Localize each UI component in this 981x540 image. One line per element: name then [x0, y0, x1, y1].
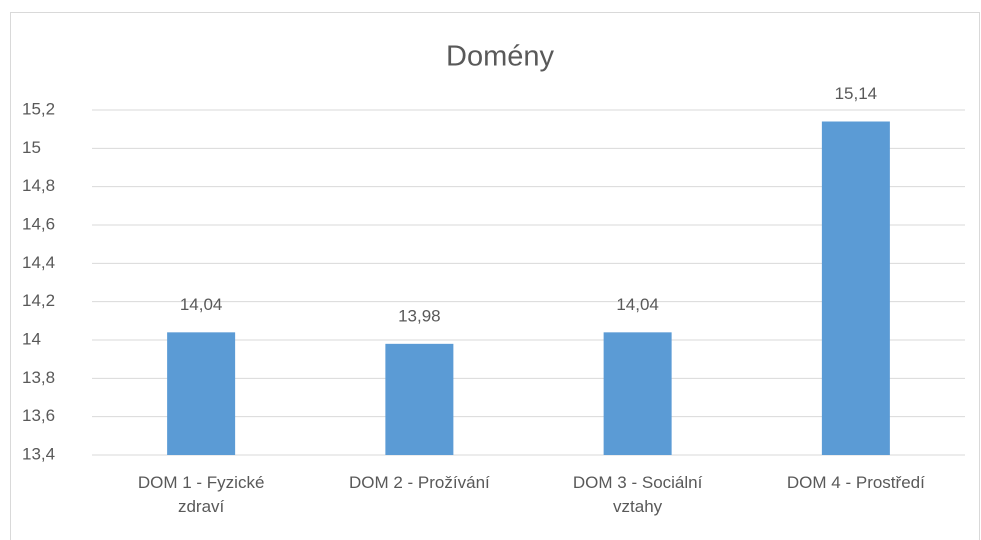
y-tick-label: 13,4	[22, 444, 55, 463]
data-label: 15,14	[835, 84, 878, 103]
y-tick-label: 15	[22, 138, 41, 157]
y-tick-label: 14	[22, 329, 41, 348]
chart-border	[10, 12, 980, 540]
x-tick-label: DOM 3 - Sociální vztahy	[572, 473, 703, 516]
data-label: 14,04	[180, 295, 223, 314]
data-label: 14,04	[616, 295, 659, 314]
y-tick-label: 14,8	[22, 176, 55, 195]
data-label: 13,98	[398, 306, 441, 325]
y-tick-label: 14,2	[22, 291, 55, 310]
y-tick-label: 14,6	[22, 214, 55, 233]
bar	[603, 332, 672, 455]
y-tick-label: 14,4	[22, 253, 55, 272]
y-tick-label: 15,2	[22, 99, 55, 118]
bar	[821, 121, 890, 455]
x-tick-label: DOM 1 - Fyzické zdraví	[137, 473, 265, 516]
y-tick-label: 13,8	[22, 368, 55, 387]
bar	[167, 332, 236, 455]
x-tick-label: DOM 4 - Prostředí	[786, 473, 925, 492]
chart-title: Domény	[446, 41, 554, 73]
y-tick-label: 13,6	[22, 406, 55, 425]
bar	[385, 343, 454, 455]
x-tick-label: DOM 2 - Prožívání	[348, 473, 490, 492]
